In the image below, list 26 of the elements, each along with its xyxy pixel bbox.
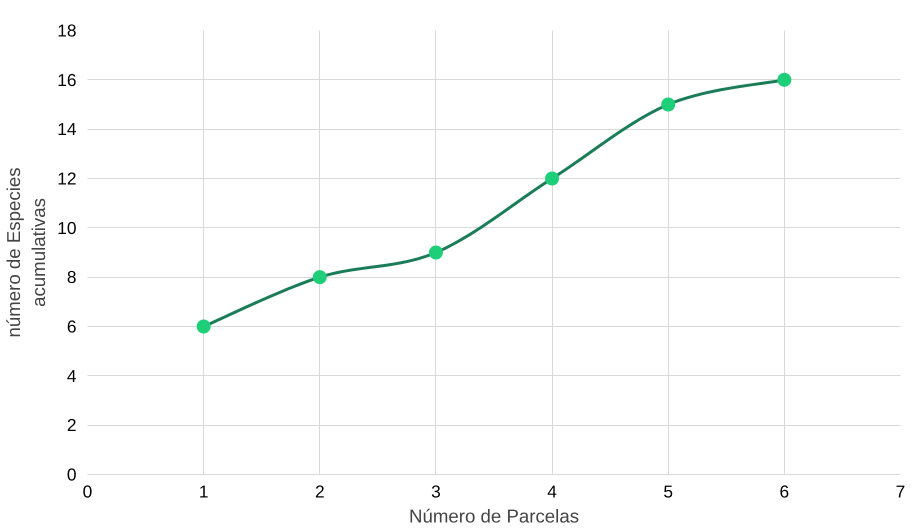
x-tick-label: 7 bbox=[896, 482, 906, 502]
x-tick-label: 6 bbox=[780, 482, 790, 502]
y-tick-label: 10 bbox=[57, 218, 77, 238]
y-tick-label: 14 bbox=[57, 119, 77, 140]
y-tick-label: 8 bbox=[66, 267, 77, 288]
y-tick-label: 2 bbox=[66, 415, 77, 436]
x-tick-label: 0 bbox=[82, 482, 92, 502]
x-axis-title: Número de Parcelas bbox=[408, 506, 580, 526]
y-tick-label: 0 bbox=[66, 464, 77, 484]
point bbox=[196, 320, 211, 334]
x-tick-label: 4 bbox=[547, 482, 558, 502]
point bbox=[428, 246, 443, 260]
point bbox=[777, 72, 792, 87]
point bbox=[545, 172, 560, 186]
y-tick-label: 18 bbox=[57, 20, 77, 40]
y-axis-title: número de Especies acumulativas bbox=[3, 167, 50, 338]
x-tick-label: 2 bbox=[314, 482, 325, 502]
point bbox=[661, 98, 676, 112]
point bbox=[312, 270, 327, 284]
y-tick-label: 4 bbox=[66, 366, 77, 386]
x-tick-label: 3 bbox=[431, 482, 441, 502]
x-tick-label: 5 bbox=[663, 482, 674, 502]
y-tick-label: 16 bbox=[57, 70, 77, 90]
x-tick-label: 1 bbox=[198, 482, 208, 502]
y-tick-label: 6 bbox=[66, 316, 77, 336]
y-tick-label: 12 bbox=[57, 168, 77, 188]
